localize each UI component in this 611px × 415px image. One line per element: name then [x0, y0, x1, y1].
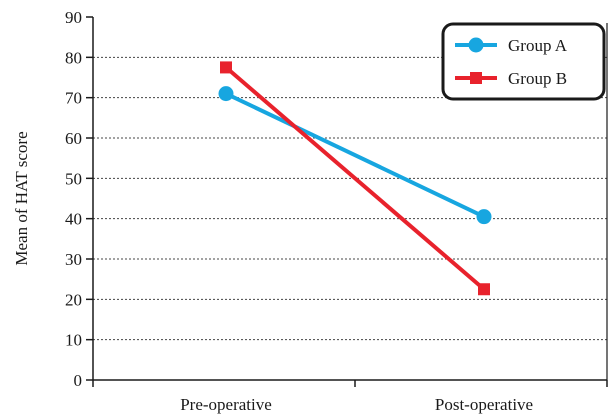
- y-tick-label-90: 90: [65, 8, 82, 27]
- series-0-point-0: [218, 86, 234, 102]
- x-axis-ticks: Pre-operative Post-operative: [92, 380, 608, 414]
- y-axis-title: Mean of HAT score: [12, 131, 31, 265]
- y-tick-label-10: 10: [65, 331, 82, 350]
- series-1-point-1: [478, 283, 490, 296]
- y-axis-ticks: 0 10 20 30 40 50 60 70 80 90: [65, 8, 93, 390]
- series-layer: [218, 61, 492, 296]
- x-tick-label-1: Post-operative: [435, 395, 533, 414]
- legend-box: [441, 22, 606, 101]
- gridlines: [93, 56, 607, 341]
- axes: [92, 17, 608, 381]
- legend-label-0: Group A: [508, 36, 568, 55]
- y-tick-label-80: 80: [65, 48, 82, 67]
- y-tick-label-30: 30: [65, 250, 82, 269]
- series-line-1: [224, 65, 486, 291]
- series-line-0: [225, 91, 485, 219]
- legend: Group A Group B: [441, 22, 606, 101]
- y-tick-label-0: 0: [74, 371, 83, 390]
- y-tick-label-20: 20: [65, 290, 82, 309]
- series-1-point-0: [220, 61, 232, 74]
- legend-marker-0: [468, 37, 484, 53]
- y-tick-label-40: 40: [65, 210, 82, 229]
- y-tick-label-70: 70: [65, 89, 82, 108]
- x-tick-label-0: Pre-operative: [180, 395, 272, 414]
- legend-label-1: Group B: [508, 69, 567, 88]
- series-0-point-1: [476, 209, 492, 225]
- legend-marker-1: [470, 72, 482, 84]
- y-tick-label-50: 50: [65, 169, 82, 188]
- y-tick-label-60: 60: [65, 129, 82, 148]
